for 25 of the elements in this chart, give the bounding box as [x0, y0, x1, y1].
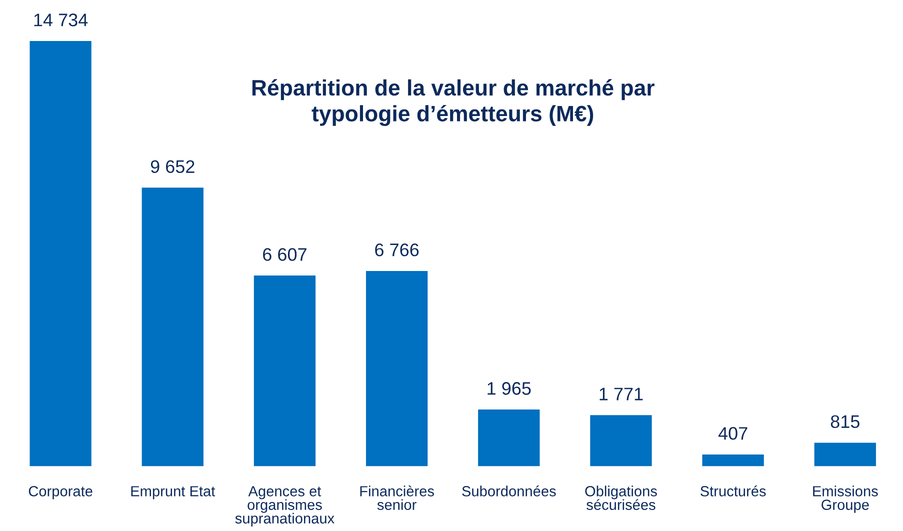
data-label: 1 771 — [600, 388, 643, 400]
bar — [590, 415, 652, 466]
data-label: 1 965 — [488, 382, 531, 395]
data-label: 6 607 — [263, 248, 306, 261]
data-label: 6 766 — [375, 243, 419, 256]
bar — [814, 442, 876, 466]
data-label: 407 — [718, 427, 748, 440]
x-tick-label: Structurés — [700, 485, 766, 496]
x-tick-label: Emissions Groupe — [813, 486, 878, 513]
text: Répartition de la valeur de marché par typologie d’émetteurs (M€) — [252, 79, 654, 126]
bar — [702, 454, 764, 466]
x-tick-label: Corporate — [28, 486, 92, 500]
x-tick-label: Emprunt Etat — [131, 486, 216, 500]
bar — [366, 270, 428, 466]
data-label: 815 — [830, 415, 860, 428]
bar — [30, 41, 92, 466]
x-tick-label: Obligations sécurisées — [585, 486, 657, 510]
bar — [478, 410, 540, 466]
data-label: 14 734 — [34, 14, 88, 26]
x-tick-label: Agences et organismes supranationaux — [235, 486, 334, 526]
x-tick-label: Financières senior — [360, 485, 434, 510]
bar — [142, 188, 204, 466]
bar — [254, 276, 316, 466]
data-label: 9 652 — [150, 160, 194, 173]
x-tick-label: Subordonnées — [462, 485, 556, 496]
